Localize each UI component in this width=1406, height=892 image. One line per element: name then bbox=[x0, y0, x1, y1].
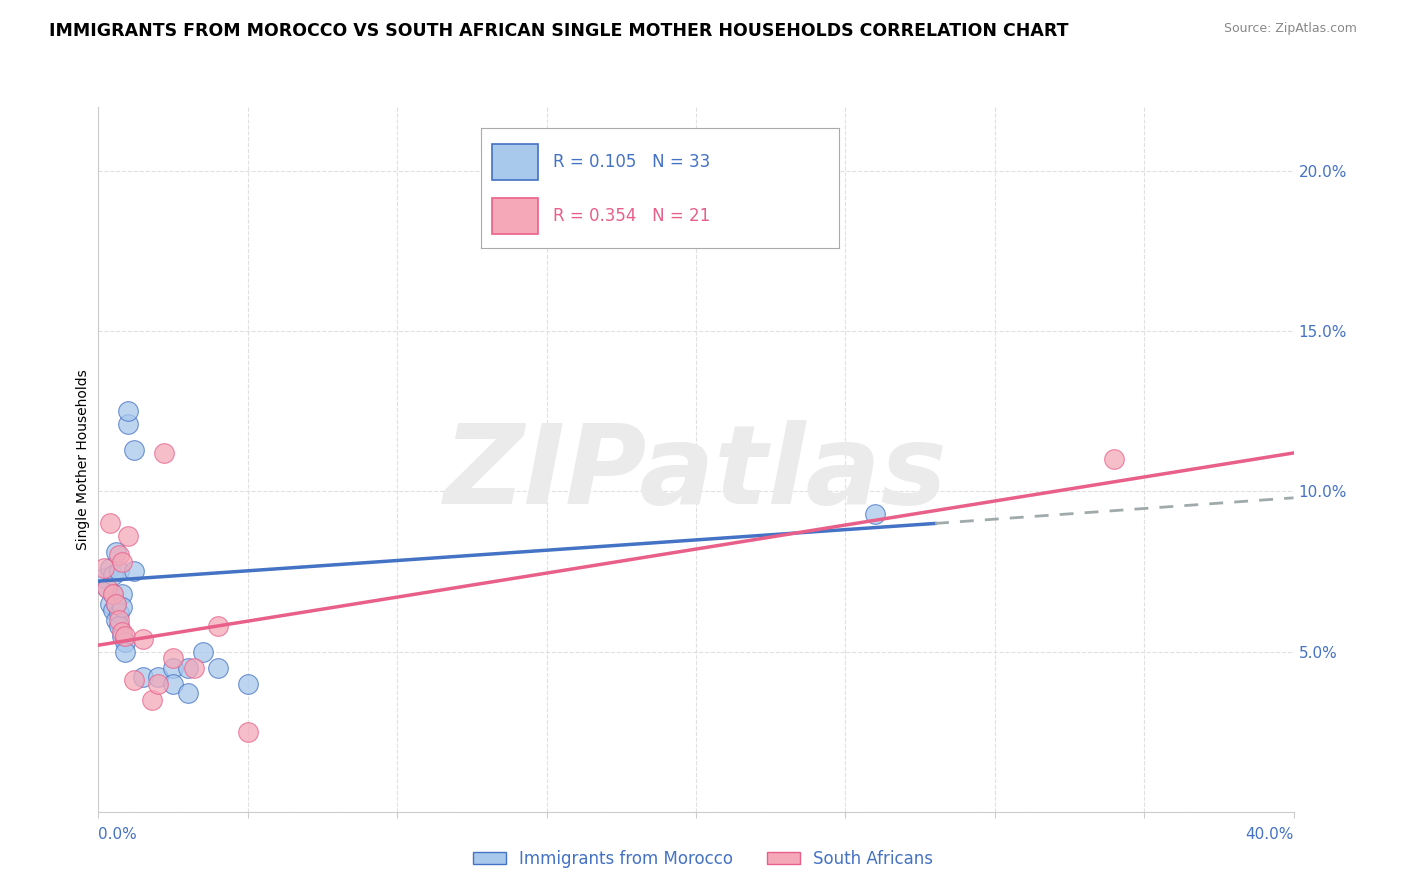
Point bbox=[153, 446, 176, 460]
Point bbox=[162, 660, 184, 674]
Point bbox=[207, 660, 229, 674]
Point bbox=[93, 561, 115, 575]
Point bbox=[124, 673, 146, 688]
Point bbox=[117, 417, 139, 432]
Point bbox=[162, 651, 184, 665]
Point bbox=[117, 404, 139, 418]
Point bbox=[96, 581, 118, 595]
Point bbox=[105, 613, 128, 627]
Point bbox=[108, 619, 131, 633]
Point bbox=[550, 164, 572, 178]
Point bbox=[162, 676, 184, 690]
Point bbox=[207, 619, 229, 633]
Text: 40.0%: 40.0% bbox=[1246, 827, 1294, 842]
Point bbox=[105, 597, 128, 611]
Point bbox=[114, 644, 136, 658]
Point bbox=[96, 581, 118, 595]
Point bbox=[108, 565, 131, 579]
Y-axis label: Single Mother Households: Single Mother Households bbox=[76, 369, 90, 549]
Point bbox=[103, 603, 125, 617]
Point bbox=[236, 676, 259, 690]
Point bbox=[141, 692, 163, 706]
Point bbox=[93, 571, 115, 585]
Point bbox=[98, 597, 122, 611]
Point bbox=[132, 632, 155, 646]
Point bbox=[124, 442, 146, 457]
Point bbox=[111, 555, 134, 569]
Point bbox=[105, 545, 128, 559]
Point bbox=[1104, 452, 1126, 467]
Point bbox=[111, 587, 134, 601]
Point bbox=[98, 516, 122, 531]
Point bbox=[108, 613, 131, 627]
Text: ZIPatlas: ZIPatlas bbox=[444, 420, 948, 527]
Text: 0.0%: 0.0% bbox=[98, 827, 138, 842]
Legend: Immigrants from Morocco, South Africans: Immigrants from Morocco, South Africans bbox=[465, 844, 941, 875]
Point bbox=[111, 599, 134, 614]
Point bbox=[132, 670, 155, 684]
Point bbox=[98, 561, 122, 575]
Point bbox=[103, 587, 125, 601]
Point bbox=[105, 597, 128, 611]
Point bbox=[177, 660, 200, 674]
Point bbox=[108, 549, 131, 563]
Point bbox=[148, 676, 170, 690]
Point bbox=[148, 670, 170, 684]
Point bbox=[114, 628, 136, 642]
Point bbox=[114, 635, 136, 649]
Text: Source: ZipAtlas.com: Source: ZipAtlas.com bbox=[1223, 22, 1357, 36]
Point bbox=[183, 660, 205, 674]
Point bbox=[111, 628, 134, 642]
Point bbox=[108, 606, 131, 620]
Text: IMMIGRANTS FROM MOROCCO VS SOUTH AFRICAN SINGLE MOTHER HOUSEHOLDS CORRELATION CH: IMMIGRANTS FROM MOROCCO VS SOUTH AFRICAN… bbox=[49, 22, 1069, 40]
Point bbox=[124, 565, 146, 579]
Point bbox=[236, 724, 259, 739]
Point bbox=[111, 625, 134, 640]
Point bbox=[865, 507, 887, 521]
Point bbox=[103, 587, 125, 601]
Point bbox=[117, 529, 139, 543]
Point bbox=[103, 567, 125, 582]
Point bbox=[177, 686, 200, 700]
Point bbox=[191, 644, 214, 658]
